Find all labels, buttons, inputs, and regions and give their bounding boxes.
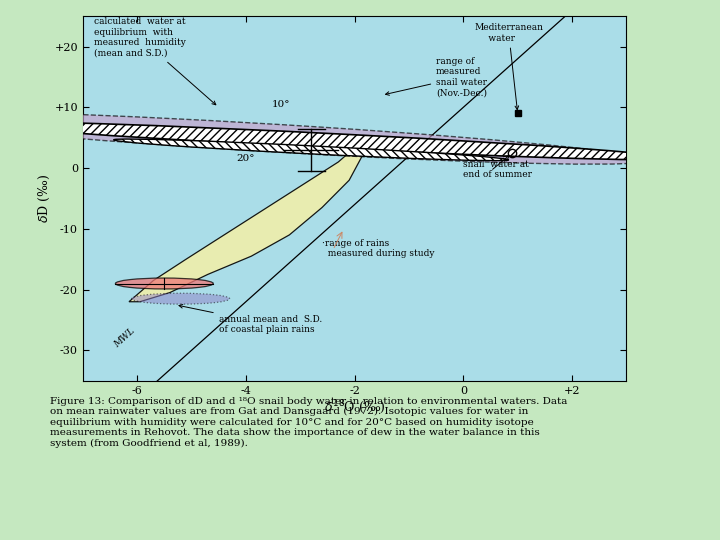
Text: calculated  water at
equilibrium  with
measured  humidity
(mean and S.D.): calculated water at equilibrium with mea… bbox=[94, 17, 216, 105]
Ellipse shape bbox=[115, 278, 213, 289]
Y-axis label: $\delta$D ($\mathregular{‰}$): $\delta$D ($\mathregular{‰}$) bbox=[37, 174, 52, 223]
Ellipse shape bbox=[132, 293, 230, 304]
Text: 20°: 20° bbox=[237, 154, 255, 164]
X-axis label: $\delta^{18}$O ($\mathregular{‰}$): $\delta^{18}$O ($\mathregular{‰}$) bbox=[324, 399, 385, 416]
Text: snail  water at
end of summer: snail water at end of summer bbox=[464, 160, 532, 179]
Ellipse shape bbox=[0, 111, 648, 164]
Ellipse shape bbox=[114, 139, 508, 160]
Text: ·range of rains
  measured during study: ·range of rains measured during study bbox=[322, 239, 434, 258]
Text: MWL: MWL bbox=[113, 326, 137, 349]
Text: Figure 13: Comparison of dD and d ¹⁸O snail body water in relation to environmen: Figure 13: Comparison of dD and d ¹⁸O sn… bbox=[50, 397, 568, 448]
Text: annual mean and  S.D.
of coastal plain rains: annual mean and S.D. of coastal plain ra… bbox=[179, 305, 322, 334]
Text: range of
measured
snail water
(Nov.-Dec.): range of measured snail water (Nov.-Dec.… bbox=[385, 57, 487, 97]
Text: 10°: 10° bbox=[272, 100, 290, 109]
Text: Mediterranean
     water: Mediterranean water bbox=[474, 23, 543, 110]
Ellipse shape bbox=[0, 122, 673, 160]
Polygon shape bbox=[129, 141, 366, 302]
